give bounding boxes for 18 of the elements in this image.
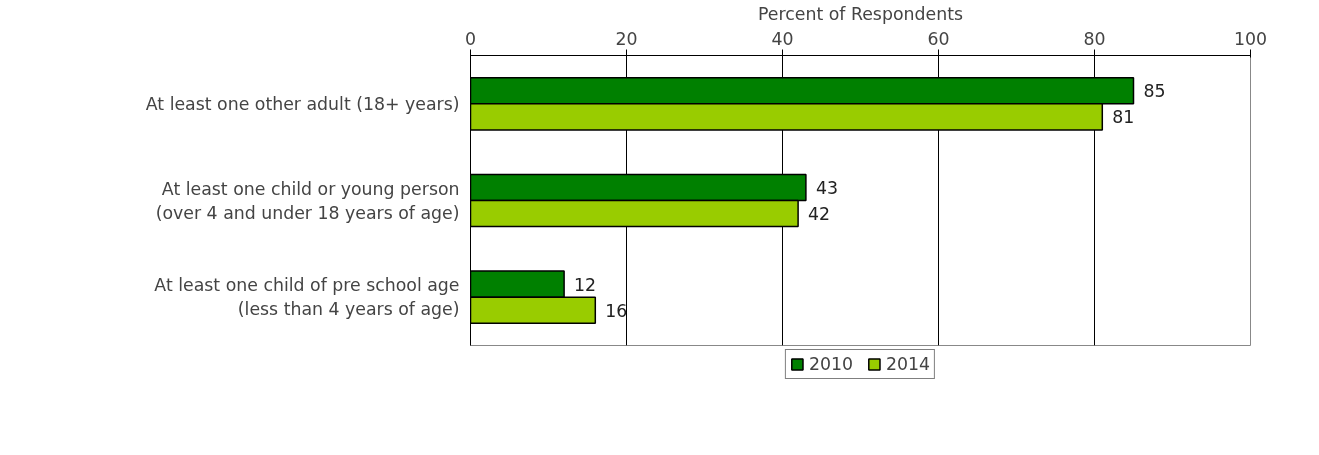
y-tick-label: At least one child of pre school age (less than 4 years of age) <box>154 275 460 320</box>
data-label: 12 <box>574 274 597 295</box>
data-label: 85 <box>1143 81 1166 102</box>
legend-label: 2010 <box>808 354 853 374</box>
x-tick-label: 40 <box>771 28 794 49</box>
data-label: 43 <box>815 177 838 198</box>
x-tick-label: 100 <box>1233 28 1268 49</box>
x-tick-label: 20 <box>615 28 638 49</box>
x-tick-label: 80 <box>1083 28 1106 49</box>
x-tick-label: 0 <box>464 28 477 49</box>
data-label: 42 <box>808 204 831 225</box>
data-label: 16 <box>605 300 628 321</box>
x-tick-label: 60 <box>927 28 950 49</box>
x-axis-title: Percent of Respondents <box>758 3 963 24</box>
y-tick-label: At least one child or young person (over 4 and under 18 years of age) <box>155 178 460 223</box>
data-label: 81 <box>1112 107 1135 128</box>
legend-label: 2014 <box>886 354 931 374</box>
y-tick-label: At least one other adult (18+ years) <box>145 93 460 114</box>
